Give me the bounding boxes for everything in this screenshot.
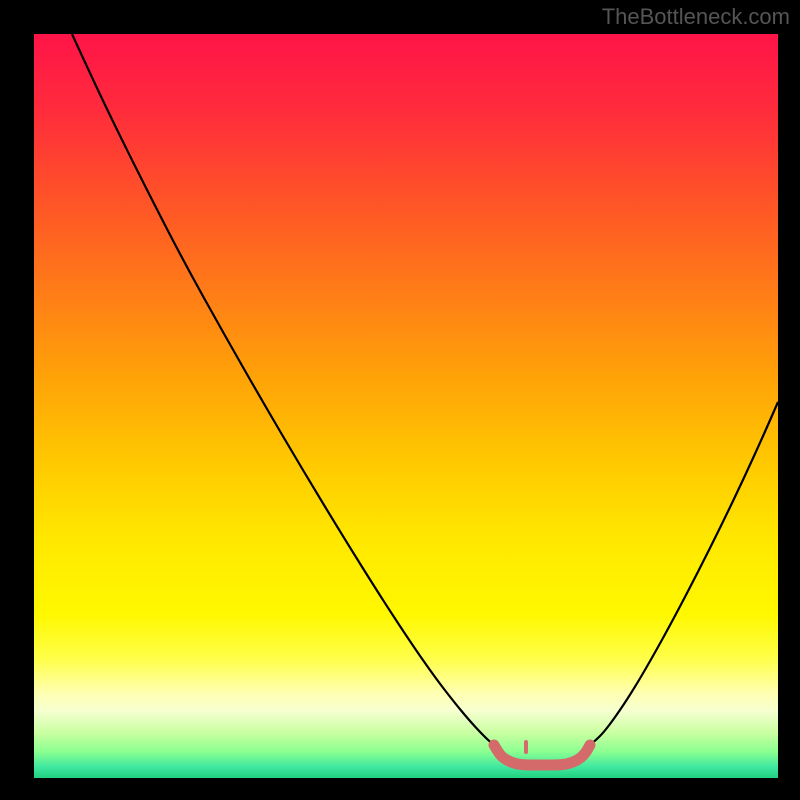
chart-frame: TheBottleneck.com <box>0 0 800 800</box>
gradient-rect <box>34 34 778 778</box>
watermark-text: TheBottleneck.com <box>602 4 790 30</box>
plot-area <box>34 34 778 778</box>
gradient-svg <box>34 34 778 778</box>
